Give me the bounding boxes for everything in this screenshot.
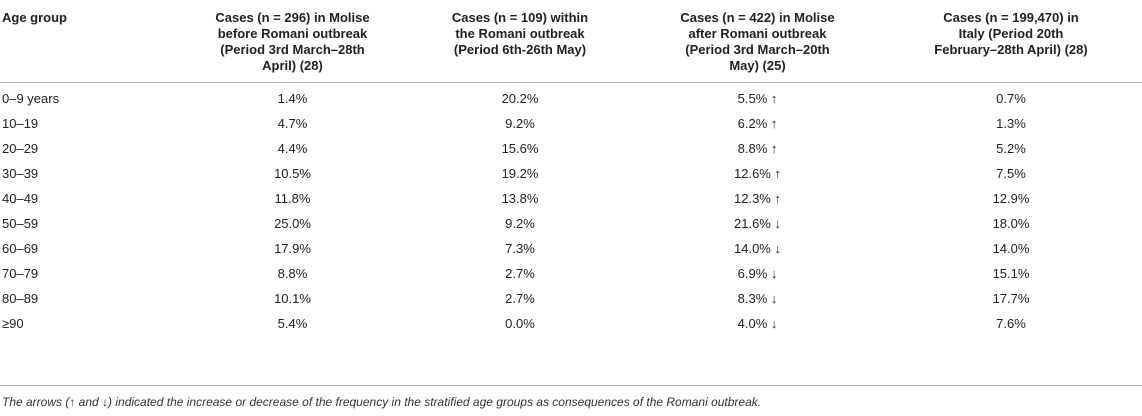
cell-age-group: 80–89 — [2, 291, 39, 306]
cell-romani-within: 0.0% — [505, 316, 535, 331]
cell-age-group: 0–9 years — [2, 91, 60, 106]
cell-molise-before: 1.4% — [277, 91, 308, 106]
cell-age-group: 30–39 — [2, 166, 39, 181]
cell-molise-after: 21.6% ↓ — [734, 216, 781, 231]
cell-molise-after: 8.3% ↓ — [737, 291, 778, 306]
header-line: May) (25) — [729, 58, 786, 73]
cell-molise-before: 4.4% — [277, 141, 308, 156]
header-line: February–28th April) (28) — [934, 42, 1088, 57]
table-row: 30–39 10.5% 19.2% 12.6% ↑ 7.5% — [0, 161, 1142, 186]
cell-age-group: 60–69 — [2, 241, 39, 256]
table-row: ≥90 5.4% 0.0% 4.0% ↓ 7.6% — [0, 311, 1142, 336]
table-row: 70–79 8.8% 2.7% 6.9% ↓ 15.1% — [0, 261, 1142, 286]
header-line: after Romani outbreak — [688, 26, 827, 41]
cell-age-group: 50–59 — [2, 216, 39, 231]
cell-molise-before: 10.1% — [274, 291, 311, 306]
cell-molise-before: 10.5% — [274, 166, 311, 181]
cell-age-group: 40–49 — [2, 191, 39, 206]
cell-romani-within: 19.2% — [501, 166, 539, 181]
header-line: before Romani outbreak — [217, 26, 368, 41]
table-row: 0–9 years 1.4% 20.2% 5.5% ↑ 0.7% — [0, 83, 1142, 112]
cell-romani-within: 7.3% — [505, 241, 535, 256]
header-molise-after: Cases (n = 422) in Molise after Romani o… — [635, 0, 880, 83]
header-line: Cases (n = 422) in Molise — [680, 10, 835, 25]
table-row: 80–89 10.1% 2.7% 8.3% ↓ 17.7% — [0, 286, 1142, 311]
header-romani-within: Cases (n = 109) within the Romani outbre… — [405, 0, 635, 83]
cell-italy: 17.7% — [992, 291, 1030, 306]
cell-age-group: 70–79 — [2, 266, 39, 281]
cell-molise-after: 6.2% ↑ — [737, 116, 778, 131]
header-line: Cases (n = 109) within — [451, 10, 589, 25]
cell-italy: 7.5% — [996, 166, 1026, 181]
cell-molise-after: 12.6% ↑ — [734, 166, 781, 181]
cell-molise-before: 25.0% — [274, 216, 311, 231]
table-footer-divider — [0, 385, 1142, 386]
header-age-group: Age group — [0, 0, 180, 83]
cell-molise-after: 4.0% ↓ — [737, 316, 778, 331]
cell-molise-after: 8.8% ↑ — [737, 141, 778, 156]
table-row: 10–19 4.7% 9.2% 6.2% ↑ 1.3% — [0, 111, 1142, 136]
header-line: Italy (Period 20th — [958, 26, 1064, 41]
cell-romani-within: 9.2% — [505, 116, 535, 131]
cell-molise-after: 6.9% ↓ — [737, 266, 778, 281]
cell-molise-before: 11.8% — [274, 191, 311, 206]
cell-romani-within: 15.6% — [501, 141, 539, 156]
table-row: 40–49 11.8% 13.8% 12.3% ↑ 12.9% — [0, 186, 1142, 211]
header-row: Age group Cases (n = 296) in Molise befo… — [0, 0, 1142, 83]
header-line: Cases (n = 199,470) in — [943, 10, 1079, 25]
table-header: Age group Cases (n = 296) in Molise befo… — [0, 0, 1142, 83]
header-molise-before: Cases (n = 296) in Molise before Romani … — [180, 0, 405, 83]
table-row: 50–59 25.0% 9.2% 21.6% ↓ 18.0% — [0, 211, 1142, 236]
cell-italy: 14.0% — [992, 241, 1030, 256]
cell-molise-before: 4.7% — [277, 116, 308, 131]
cell-molise-after: 5.5% ↑ — [737, 91, 778, 106]
header-italy: Cases (n = 199,470) in Italy (Period 20t… — [880, 0, 1142, 83]
cell-romani-within: 2.7% — [505, 291, 535, 306]
cell-molise-before: 17.9% — [274, 241, 311, 256]
cell-italy: 5.2% — [996, 141, 1026, 156]
cell-romani-within: 9.2% — [505, 216, 535, 231]
cell-romani-within: 20.2% — [501, 91, 539, 106]
header-line: (Period 3rd March–28th — [220, 42, 365, 57]
cell-molise-before: 8.8% — [277, 266, 308, 281]
cell-italy: 0.7% — [996, 91, 1026, 106]
cell-molise-before: 5.4% — [277, 316, 308, 331]
age-distribution-table: Age group Cases (n = 296) in Molise befo… — [0, 0, 1142, 337]
cell-age-group: 10–19 — [2, 116, 39, 131]
cell-italy: 15.1% — [992, 266, 1030, 281]
header-line: the Romani outbreak — [455, 26, 585, 41]
table-footnote: The arrows (↑ and ↓) indicated the incre… — [2, 395, 762, 409]
cell-italy: 7.6% — [996, 316, 1026, 331]
cell-italy: 18.0% — [992, 216, 1030, 231]
table-body: 0–9 years 1.4% 20.2% 5.5% ↑ 0.7% 10–19 4… — [0, 83, 1142, 337]
cell-age-group: ≥90 — [2, 316, 24, 331]
cell-molise-after: 12.3% ↑ — [734, 191, 781, 206]
header-line: Age group — [2, 10, 67, 25]
header-line: April) (28) — [262, 58, 323, 73]
cell-italy: 12.9% — [992, 191, 1030, 206]
header-line: (Period 6th-26th May) — [453, 42, 587, 57]
table-row: 60–69 17.9% 7.3% 14.0% ↓ 14.0% — [0, 236, 1142, 261]
header-line: (Period 3rd March–20th — [685, 42, 830, 57]
cell-romani-within: 13.8% — [501, 191, 539, 206]
table-row: 20–29 4.4% 15.6% 8.8% ↑ 5.2% — [0, 136, 1142, 161]
cell-italy: 1.3% — [996, 116, 1026, 131]
cell-age-group: 20–29 — [2, 141, 39, 156]
header-line: Cases (n = 296) in Molise — [215, 10, 370, 25]
cell-romani-within: 2.7% — [505, 266, 535, 281]
cell-molise-after: 14.0% ↓ — [734, 241, 781, 256]
